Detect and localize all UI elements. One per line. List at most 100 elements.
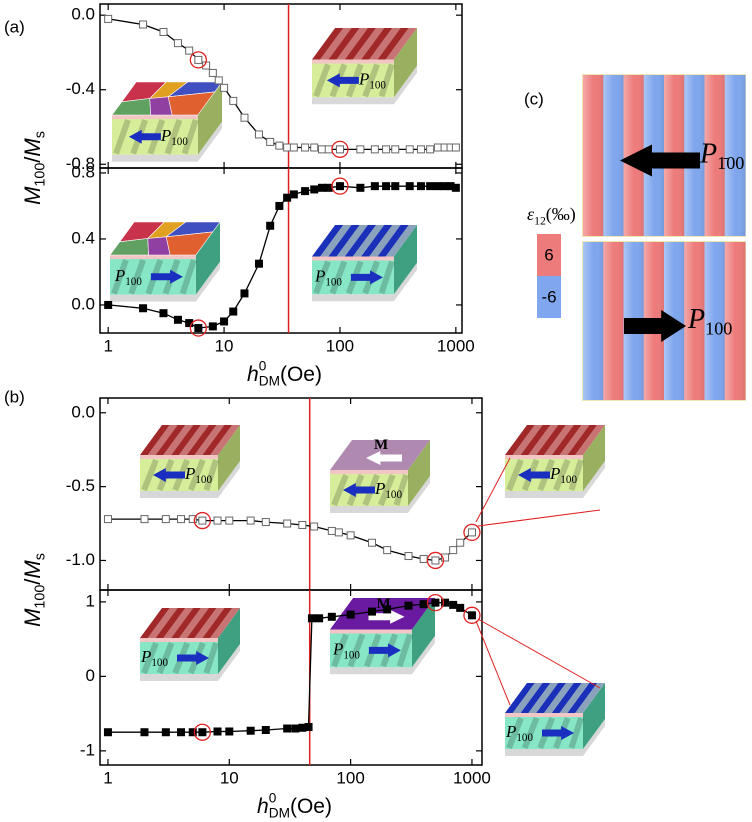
inset-top-stripe — [147, 425, 178, 455]
data-point — [433, 182, 442, 191]
data-point — [356, 145, 365, 154]
x-tick-label: 1 — [103, 768, 112, 787]
y-tick-label: 0.0 — [71, 294, 95, 313]
inset-top-stripe — [575, 425, 605, 455]
inset-layer — [330, 629, 412, 634]
inset-base — [330, 476, 430, 513]
data-point — [404, 552, 413, 561]
magnetization-arrow — [368, 609, 405, 624]
data-point — [198, 516, 207, 525]
text-part: s — [32, 131, 48, 138]
inset-top-stripe — [544, 683, 574, 713]
inset-side — [583, 683, 605, 749]
highlight-circle — [331, 177, 349, 195]
inset-top-stripe — [512, 425, 543, 455]
callout-line — [475, 620, 511, 706]
data-point — [426, 182, 435, 191]
x-tick-label: 10 — [215, 336, 234, 355]
data-point — [220, 317, 229, 326]
text-part: 100 — [560, 474, 577, 486]
data-point — [225, 516, 234, 525]
highlight-circle — [193, 723, 212, 741]
data-point — [335, 182, 344, 191]
inset-layer — [140, 638, 218, 642]
inset-domain — [141, 458, 159, 492]
data-point — [266, 137, 275, 146]
inset-base — [505, 461, 605, 498]
polarization-arrow — [343, 483, 375, 497]
stripe-shade — [583, 75, 604, 236]
inset-domain — [188, 458, 206, 492]
callout-line — [477, 509, 601, 527]
polarization-label: P100 — [358, 69, 386, 91]
text-part: DM — [259, 373, 280, 388]
inset-top-stripe — [369, 28, 401, 60]
callout-line — [475, 457, 511, 523]
text-part: P — [699, 139, 717, 170]
inset-top-stripe — [155, 425, 186, 455]
text-part: 100 — [343, 649, 360, 661]
data-point — [431, 598, 440, 607]
inset-top-stripe — [559, 425, 590, 455]
inset-top-stripe — [155, 608, 186, 638]
text-part: (‰) — [546, 204, 576, 225]
data-point — [229, 96, 238, 105]
data-point — [254, 130, 263, 139]
data-point — [139, 304, 148, 313]
data-point — [405, 145, 414, 154]
data-point — [188, 515, 197, 524]
inset-layer — [110, 255, 196, 259]
inset-base — [330, 635, 435, 675]
inset-top-stripe — [140, 608, 170, 638]
inset-top-stripe — [528, 683, 559, 713]
inset-domain — [378, 63, 395, 98]
data-point — [103, 728, 112, 737]
data-point — [416, 182, 425, 191]
data-point — [334, 528, 343, 537]
stripe-shade — [704, 242, 726, 400]
data-point — [198, 728, 207, 737]
highlight-circle — [426, 551, 445, 570]
inset-domain — [141, 641, 159, 675]
data-point — [140, 728, 149, 737]
inset-top-stripe — [320, 225, 352, 257]
text-part: P — [374, 479, 385, 498]
data-point — [159, 309, 168, 318]
data-point — [304, 723, 313, 732]
text-part: h — [257, 795, 269, 818]
data-point — [419, 600, 428, 609]
polarization-label: P100 — [549, 464, 577, 486]
text-part: 12 — [534, 214, 546, 227]
polarization-label: P100 — [505, 722, 533, 744]
inset-side — [408, 440, 430, 506]
data-point — [246, 516, 255, 525]
data-point — [310, 143, 319, 152]
inset-domain — [393, 474, 409, 506]
data-point — [213, 727, 222, 736]
data-point — [298, 521, 307, 530]
data-point — [310, 522, 319, 531]
inset-domain — [521, 716, 540, 750]
data-point — [225, 727, 234, 736]
inset-base — [312, 262, 417, 302]
inset-top-stripe — [528, 425, 559, 455]
data-point — [240, 289, 249, 298]
text-part: 0 — [259, 358, 267, 373]
data-point — [367, 607, 376, 616]
data-point — [291, 724, 300, 733]
data-point — [318, 183, 327, 192]
inset-top-stripe — [163, 425, 194, 455]
inset-domain — [181, 119, 199, 155]
inset-layer — [140, 455, 218, 459]
data-point — [404, 601, 413, 610]
inset-domain — [568, 459, 584, 491]
text-part: h — [247, 363, 259, 386]
stripe-shade — [724, 242, 746, 400]
stripe-shade — [603, 75, 624, 236]
data-point — [426, 145, 435, 154]
inset-side — [393, 225, 417, 295]
inset-top-stripe — [536, 683, 566, 713]
text-part: 100 — [171, 135, 188, 147]
panel-label: (c) — [524, 89, 544, 108]
text-part: / — [20, 156, 45, 163]
